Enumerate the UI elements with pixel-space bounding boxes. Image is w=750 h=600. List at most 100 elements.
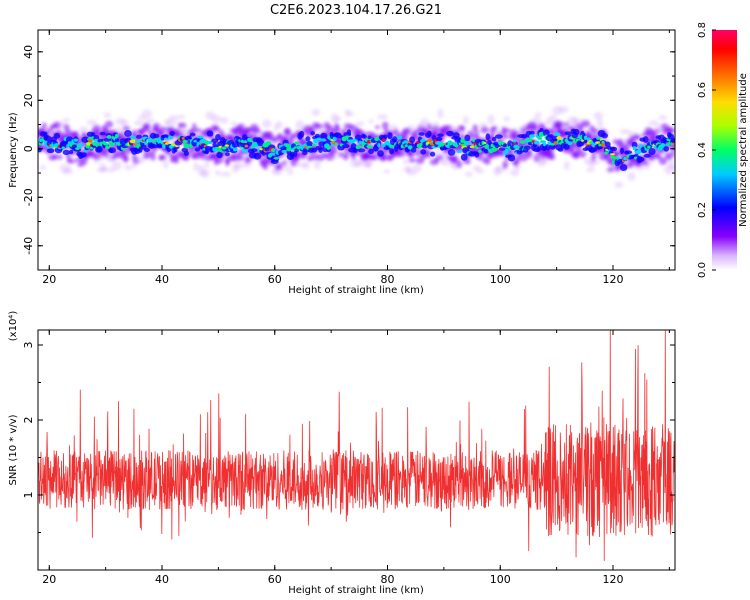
heatmap-cell xyxy=(648,120,659,126)
heatmap-cell xyxy=(318,147,323,153)
heatmap-cell xyxy=(564,131,573,136)
heatmap-cell xyxy=(253,152,262,160)
heatmap-cell xyxy=(539,127,544,133)
x-tick-label: 60 xyxy=(268,573,282,586)
spectrogram-panel: 20 40 60 80 100 120 -40 -20 0 20 40 Height of stra… xyxy=(8,29,676,296)
heatmap-cell xyxy=(377,114,384,120)
y-tick-label: 1 xyxy=(22,492,35,499)
heatmap-cell xyxy=(658,115,668,121)
heatmap-cell xyxy=(294,141,300,145)
spectrogram-heatmap xyxy=(38,105,675,189)
heatmap-cell xyxy=(286,146,292,152)
heatmap-cell xyxy=(204,140,210,145)
heatmap-cell xyxy=(183,143,190,149)
heatmap-cell xyxy=(264,147,270,152)
heatmap-cell xyxy=(159,126,166,136)
heatmap-cell xyxy=(115,133,119,139)
heatmap-cell xyxy=(366,144,373,149)
heatmap-cell xyxy=(178,114,186,119)
x-tick-label: 40 xyxy=(155,273,169,286)
heatmap-cell xyxy=(130,135,136,140)
heatmap-cell xyxy=(234,162,243,170)
heatmap-cell xyxy=(320,132,328,140)
heatmap-cell xyxy=(145,118,155,123)
colorbar-label: Normalized spectral amplitude xyxy=(738,73,749,227)
heatmap-cell xyxy=(386,142,391,146)
heatmap-cell xyxy=(381,121,389,130)
heatmap-cell xyxy=(321,138,326,142)
heatmap-cell xyxy=(193,128,202,133)
heatmap-cell xyxy=(78,126,89,135)
heatmap-cell xyxy=(609,153,616,156)
heatmap-cell xyxy=(577,140,585,147)
heatmap-cell xyxy=(216,146,220,152)
heatmap-cell xyxy=(73,131,79,136)
spectrogram-y-axis-label: Frequency (Hz) xyxy=(8,112,19,188)
heatmap-cell xyxy=(86,142,91,146)
heatmap-cell xyxy=(563,143,570,150)
heatmap-cell xyxy=(667,163,675,170)
heatmap-cell xyxy=(418,132,425,136)
heatmap-cell xyxy=(309,153,319,161)
heatmap-cell xyxy=(124,164,132,170)
heatmap-cell xyxy=(284,143,291,148)
heatmap-cell xyxy=(619,147,625,155)
y-tick-label: 40 xyxy=(22,45,35,59)
heatmap-cell xyxy=(53,132,61,139)
heatmap-cell xyxy=(181,137,185,140)
heatmap-cell xyxy=(450,155,459,165)
heatmap-cell xyxy=(108,141,116,147)
heatmap-cell xyxy=(153,133,160,139)
heatmap-cell xyxy=(143,147,150,153)
heatmap-cell xyxy=(326,145,331,150)
heatmap-cell xyxy=(483,141,487,145)
heatmap-cell xyxy=(420,118,430,127)
heatmap-cell xyxy=(80,152,87,158)
heatmap-cell xyxy=(103,112,112,118)
heatmap-cell xyxy=(557,147,564,152)
heatmap-cell xyxy=(362,134,368,139)
heatmap-cell xyxy=(596,136,601,140)
heatmap-cell xyxy=(63,123,70,131)
heatmap-cell xyxy=(545,143,551,151)
heatmap-cell xyxy=(342,143,350,149)
heatmap-cell xyxy=(346,129,352,135)
heatmap-cell xyxy=(165,120,177,127)
heatmap-cell xyxy=(668,156,674,165)
heatmap-cell xyxy=(96,145,103,153)
heatmap-cell xyxy=(665,143,670,147)
heatmap-cell xyxy=(529,130,535,135)
y-tick-label: 2 xyxy=(22,417,35,424)
heatmap-cell xyxy=(429,151,436,157)
heatmap-cell xyxy=(403,140,409,144)
heatmap-cell xyxy=(57,154,63,160)
heatmap-cell xyxy=(262,162,268,170)
heatmap-cell xyxy=(578,150,587,158)
colorbar-tick-label: 0.4 xyxy=(697,142,708,158)
heatmap-cell xyxy=(474,151,480,158)
heatmap-cell xyxy=(634,164,645,171)
heatmap-cell xyxy=(131,163,137,169)
heatmap-cell xyxy=(554,132,561,137)
heatmap-cell xyxy=(80,157,88,166)
heatmap-cell xyxy=(46,148,55,154)
heatmap-cell xyxy=(611,146,618,152)
heatmap-cell xyxy=(69,149,74,155)
heatmap-cell xyxy=(671,142,675,145)
heatmap-cell xyxy=(580,139,585,142)
heatmap-cell xyxy=(487,114,495,125)
heatmap-cell xyxy=(593,111,604,120)
heatmap-cell xyxy=(459,133,466,141)
heatmap-cell xyxy=(529,134,535,138)
heatmap-cell xyxy=(532,116,542,125)
heatmap-cell xyxy=(158,154,167,161)
heatmap-cell xyxy=(168,114,180,122)
heatmap-cell xyxy=(643,153,651,158)
heatmap-cell xyxy=(114,127,123,132)
y-tick-label: -40 xyxy=(22,237,35,255)
heatmap-cell xyxy=(152,122,161,129)
heatmap-cell xyxy=(519,140,526,144)
heatmap-cell xyxy=(420,149,427,155)
heatmap-cell xyxy=(392,136,398,143)
heatmap-cell xyxy=(355,144,362,150)
